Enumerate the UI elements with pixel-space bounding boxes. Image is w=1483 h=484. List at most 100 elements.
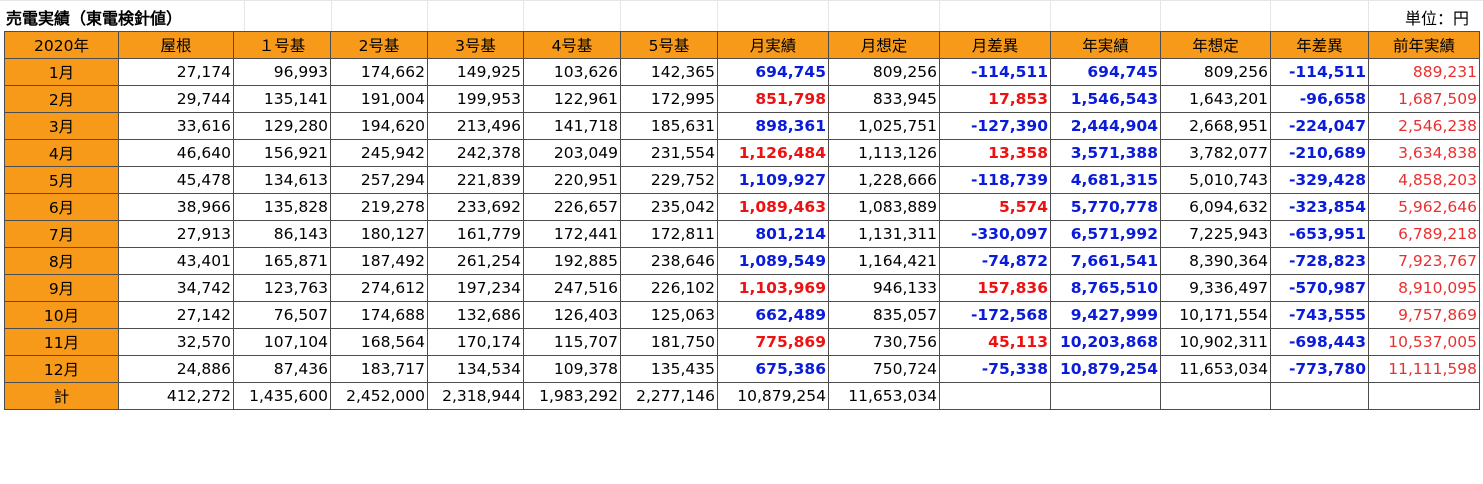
row-label[interactable]: 12月	[4, 355, 119, 383]
table-cell[interactable]: 10,879,254	[1050, 355, 1161, 383]
table-cell[interactable]: 174,688	[330, 301, 428, 329]
table-cell[interactable]: 157,836	[939, 274, 1051, 302]
table-cell[interactable]: 194,620	[330, 112, 428, 140]
row-label[interactable]: 計	[4, 382, 119, 410]
header-unit1[interactable]: １号基	[233, 31, 331, 59]
table-cell[interactable]: 134,534	[427, 355, 524, 383]
table-cell[interactable]: 851,798	[717, 85, 829, 113]
table-cell[interactable]: 123,763	[233, 274, 331, 302]
table-cell[interactable]: 245,942	[330, 139, 428, 167]
header-monthly-diff[interactable]: 月差異	[939, 31, 1051, 59]
table-cell[interactable]: 135,141	[233, 85, 331, 113]
row-label[interactable]: 1月	[4, 58, 119, 86]
table-cell[interactable]: 180,127	[330, 220, 428, 248]
table-cell[interactable]: -74,872	[939, 247, 1051, 275]
table-cell[interactable]: 1,983,292	[523, 382, 621, 410]
table-cell[interactable]: 1,025,751	[828, 112, 940, 140]
table-cell[interactable]: 889,231	[1368, 58, 1480, 86]
table-cell[interactable]: 261,254	[427, 247, 524, 275]
table-cell[interactable]: 229,752	[620, 166, 718, 194]
table-cell[interactable]: 34,742	[118, 274, 234, 302]
table-cell[interactable]: 109,378	[523, 355, 621, 383]
table-cell[interactable]: -773,780	[1270, 355, 1369, 383]
table-cell[interactable]: 86,143	[233, 220, 331, 248]
table-cell[interactable]: 694,745	[717, 58, 829, 86]
table-cell[interactable]: 27,913	[118, 220, 234, 248]
table-cell[interactable]: 172,811	[620, 220, 718, 248]
table-cell[interactable]: 27,174	[118, 58, 234, 86]
table-cell[interactable]: 141,718	[523, 112, 621, 140]
table-cell[interactable]: 247,516	[523, 274, 621, 302]
table-cell[interactable]: -114,511	[939, 58, 1051, 86]
table-cell[interactable]: 17,853	[939, 85, 1051, 113]
table-cell[interactable]: 946,133	[828, 274, 940, 302]
table-cell[interactable]: 662,489	[717, 301, 829, 329]
table-cell[interactable]: 9,757,869	[1368, 301, 1480, 329]
table-cell[interactable]: -698,443	[1270, 328, 1369, 356]
table-cell[interactable]: 242,378	[427, 139, 524, 167]
table-cell[interactable]: 126,403	[523, 301, 621, 329]
table-cell[interactable]: 226,657	[523, 193, 621, 221]
table-cell[interactable]: -224,047	[1270, 112, 1369, 140]
row-label[interactable]: 8月	[4, 247, 119, 275]
table-cell[interactable]: 33,616	[118, 112, 234, 140]
table-cell[interactable]: 1,113,126	[828, 139, 940, 167]
table-cell[interactable]: 172,441	[523, 220, 621, 248]
table-cell[interactable]: 835,057	[828, 301, 940, 329]
header-prev-year-actual[interactable]: 前年実績	[1368, 31, 1480, 59]
table-cell[interactable]: 24,886	[118, 355, 234, 383]
table-cell[interactable]: 185,631	[620, 112, 718, 140]
table-cell[interactable]: 13,358	[939, 139, 1051, 167]
table-cell[interactable]: 174,662	[330, 58, 428, 86]
table-cell[interactable]: 5,962,646	[1368, 193, 1480, 221]
table-cell[interactable]: 187,492	[330, 247, 428, 275]
table-cell[interactable]: 1,131,311	[828, 220, 940, 248]
table-cell[interactable]: -570,987	[1270, 274, 1369, 302]
row-label[interactable]: 4月	[4, 139, 119, 167]
table-cell[interactable]: 168,564	[330, 328, 428, 356]
table-cell[interactable]: 181,750	[620, 328, 718, 356]
table-cell[interactable]: 191,004	[330, 85, 428, 113]
table-cell[interactable]: 1,103,969	[717, 274, 829, 302]
table-cell[interactable]	[1160, 382, 1271, 410]
table-cell[interactable]: 27,142	[118, 301, 234, 329]
table-cell[interactable]	[1050, 382, 1161, 410]
table-cell[interactable]: 10,537,005	[1368, 328, 1480, 356]
table-cell[interactable]: 183,717	[330, 355, 428, 383]
table-cell[interactable]: 6,571,992	[1050, 220, 1161, 248]
table-cell[interactable]: 10,203,868	[1050, 328, 1161, 356]
table-cell[interactable]: 2,668,951	[1160, 112, 1271, 140]
table-cell[interactable]: 220,951	[523, 166, 621, 194]
table-cell[interactable]: 134,613	[233, 166, 331, 194]
table-cell[interactable]: -743,555	[1270, 301, 1369, 329]
table-cell[interactable]: 219,278	[330, 193, 428, 221]
table-cell[interactable]: 675,386	[717, 355, 829, 383]
header-unit2[interactable]: 2号基	[330, 31, 428, 59]
table-cell[interactable]: 1,643,201	[1160, 85, 1271, 113]
table-cell[interactable]: 7,661,541	[1050, 247, 1161, 275]
table-cell[interactable]: 11,653,034	[1160, 355, 1271, 383]
table-cell[interactable]: 6,789,218	[1368, 220, 1480, 248]
table-cell[interactable]: 5,574	[939, 193, 1051, 221]
table-cell[interactable]: 2,277,146	[620, 382, 718, 410]
table-cell[interactable]: 5,770,778	[1050, 193, 1161, 221]
table-cell[interactable]: -653,951	[1270, 220, 1369, 248]
table-cell[interactable]: 103,626	[523, 58, 621, 86]
table-cell[interactable]: -75,338	[939, 355, 1051, 383]
table-cell[interactable]: 8,390,364	[1160, 247, 1271, 275]
row-label[interactable]: 11月	[4, 328, 119, 356]
table-cell[interactable]: 199,953	[427, 85, 524, 113]
table-cell[interactable]: 43,401	[118, 247, 234, 275]
table-cell[interactable]: 125,063	[620, 301, 718, 329]
table-cell[interactable]: 235,042	[620, 193, 718, 221]
header-monthly-actual[interactable]: 月実績	[717, 31, 829, 59]
table-cell[interactable]: 3,634,838	[1368, 139, 1480, 167]
row-label[interactable]: 2月	[4, 85, 119, 113]
table-cell[interactable]: 8,910,095	[1368, 274, 1480, 302]
header-unit4[interactable]: 4号基	[523, 31, 621, 59]
table-cell[interactable]: 135,828	[233, 193, 331, 221]
row-label[interactable]: 7月	[4, 220, 119, 248]
table-cell[interactable]: -172,568	[939, 301, 1051, 329]
table-cell[interactable]	[1270, 382, 1369, 410]
table-cell[interactable]: 3,782,077	[1160, 139, 1271, 167]
